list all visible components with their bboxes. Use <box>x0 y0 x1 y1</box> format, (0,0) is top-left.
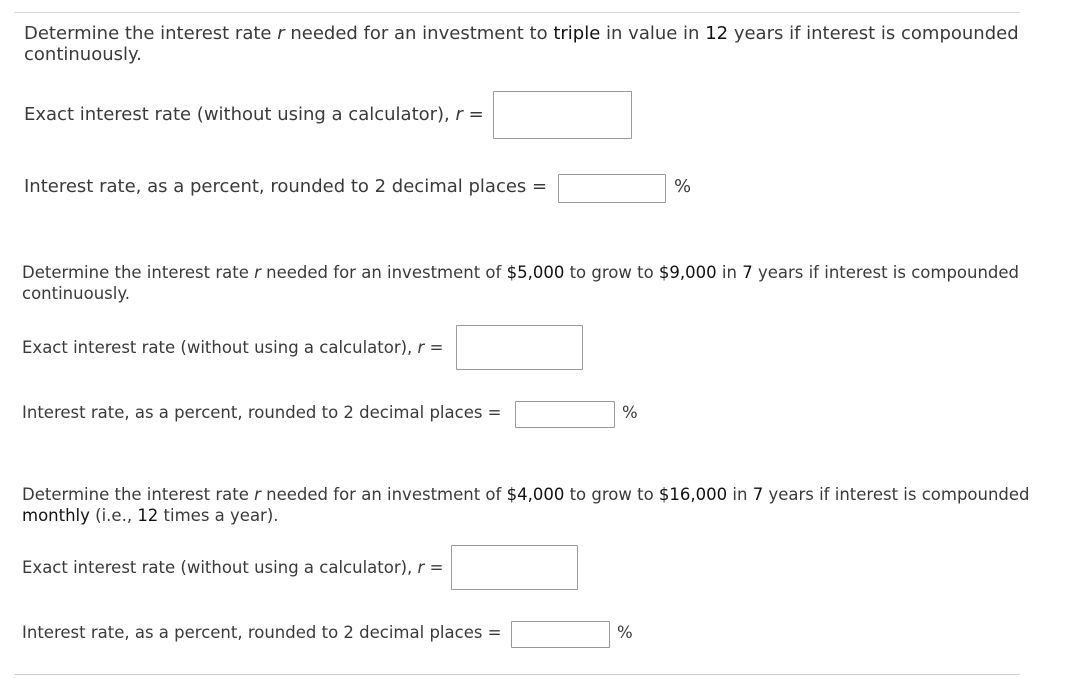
prompt-value-years: 7 <box>752 485 764 504</box>
prompt-text: Determine the interest rate <box>22 263 255 282</box>
problem-2-exact-rate-label: Exact interest rate (without using a cal… <box>22 338 443 357</box>
prompt-value-triple: triple <box>553 23 601 44</box>
problem-2-exact-rate-input[interactable] <box>456 325 583 370</box>
prompt-value-monthly: monthly <box>22 506 90 525</box>
prompt-text: in <box>727 485 753 504</box>
variable-r: r <box>455 104 463 125</box>
exact-rate-label-text: Exact interest rate (without using a cal… <box>22 558 418 577</box>
problem-1-prompt: Determine the interest rate r needed for… <box>24 23 1044 65</box>
variable-r: r <box>417 558 425 577</box>
variable-r: r <box>417 338 425 357</box>
variable-r: r <box>254 485 261 504</box>
prompt-text: Determine the interest rate <box>22 485 255 504</box>
problem-3-prompt: Determine the interest rate r needed for… <box>22 484 1062 526</box>
prompt-value-target: $9,000 <box>658 263 717 282</box>
equals-sign: = <box>424 338 444 357</box>
prompt-text: needed for an investment of <box>260 263 507 282</box>
prompt-text: times a year). <box>158 506 279 525</box>
problem-3-percent-sign: % <box>617 623 633 642</box>
problem-2-percent-label: Interest rate, as a percent, rounded to … <box>22 403 502 422</box>
exact-rate-label-text: Exact interest rate (without using a cal… <box>24 104 456 125</box>
problem-3-percent-label: Interest rate, as a percent, rounded to … <box>22 623 502 642</box>
problem-2-percent-sign: % <box>622 403 638 422</box>
problem-3-percent-input[interactable] <box>511 621 610 648</box>
prompt-value-years: 7 <box>742 263 753 282</box>
problem-1-percent-sign: % <box>674 176 692 197</box>
prompt-text: to grow to <box>564 485 659 504</box>
prompt-text: needed for an investment of <box>260 485 507 504</box>
prompt-value-years: 12 <box>705 23 729 44</box>
problem-1-exact-rate-label: Exact interest rate (without using a cal… <box>24 104 484 125</box>
problem-3-exact-rate-input[interactable] <box>451 545 578 590</box>
bottom-divider <box>14 674 1020 675</box>
prompt-value-principal: $4,000 <box>506 485 565 504</box>
prompt-text: years if interest is compounded continuo… <box>22 263 1020 303</box>
prompt-text: in value in <box>600 23 706 44</box>
top-divider <box>14 12 1020 13</box>
exact-rate-label-text: Exact interest rate (without using a cal… <box>22 338 418 357</box>
prompt-text: Determine the interest rate <box>24 23 278 44</box>
prompt-text: years if interest is compounded continuo… <box>24 23 1019 65</box>
equals-sign: = <box>462 104 484 125</box>
problem-1-percent-input[interactable] <box>558 174 666 203</box>
prompt-value-periods: 12 <box>137 506 159 525</box>
prompt-text: in <box>716 263 743 282</box>
prompt-text: to grow to <box>564 263 659 282</box>
problem-2-prompt: Determine the interest rate r needed for… <box>22 262 1052 304</box>
variable-r: r <box>277 23 285 44</box>
prompt-value-target: $16,000 <box>658 485 728 504</box>
prompt-text: years if interest is compounded <box>763 485 1030 504</box>
problem-2-percent-input[interactable] <box>515 401 615 428</box>
equals-sign: = <box>424 558 444 577</box>
prompt-text: needed for an investment to <box>284 23 554 44</box>
prompt-value-principal: $5,000 <box>506 263 565 282</box>
problem-1-percent-label: Interest rate, as a percent, rounded to … <box>24 176 548 197</box>
prompt-text: (i.e., <box>89 506 138 525</box>
problem-1-exact-rate-input[interactable] <box>493 91 632 139</box>
problem-3-exact-rate-label: Exact interest rate (without using a cal… <box>22 558 443 577</box>
variable-r: r <box>254 263 261 282</box>
